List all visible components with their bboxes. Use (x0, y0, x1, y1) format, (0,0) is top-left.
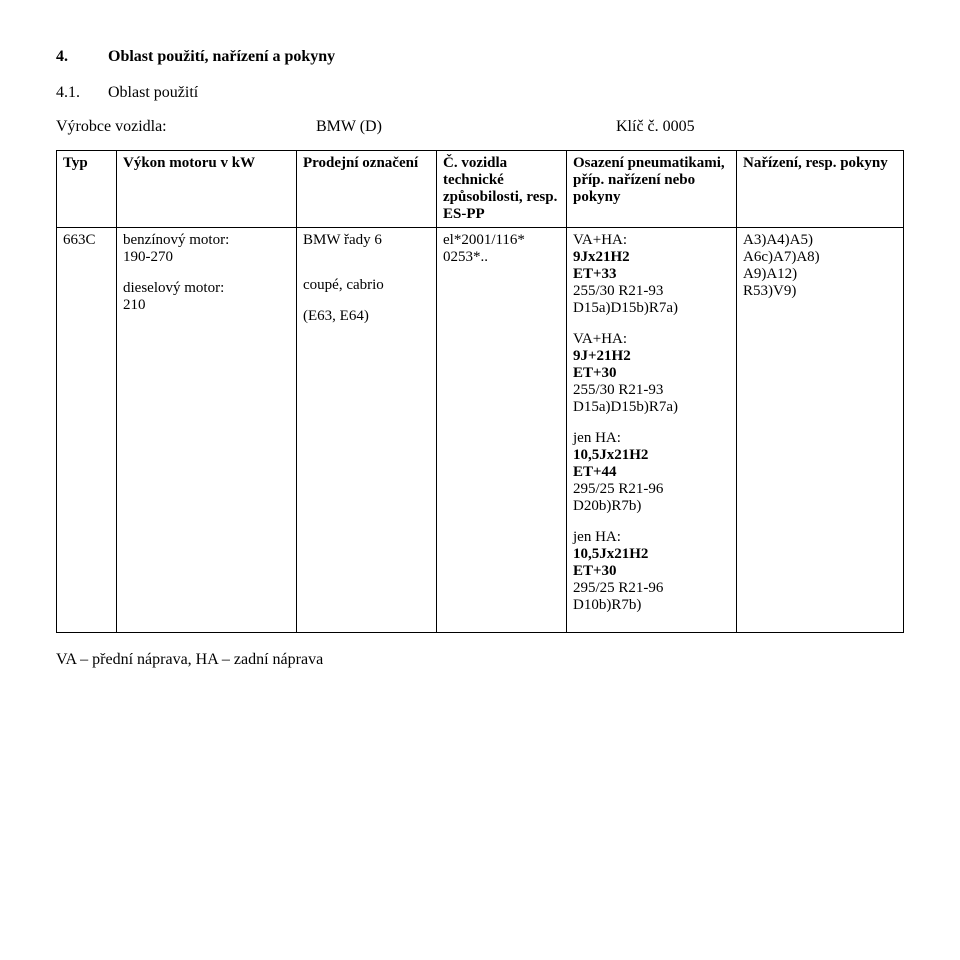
fitment-block: jen HA: 10,5Jx21H2 ET+44 295/25 R21-96 D… (573, 430, 730, 515)
designation-line: (E63, E64) (303, 308, 430, 325)
fitment-line: ET+44 (573, 464, 617, 480)
subsection-title: Oblast použití (108, 84, 198, 101)
col-type: Typ (57, 151, 117, 228)
section-heading: 4. Oblast použití, nařízení a pokyny (56, 48, 904, 66)
fitment-line: D15a)D15b)R7a) (573, 399, 730, 416)
cell-power: benzínový motor: 190-270 dieselový motor… (117, 228, 297, 633)
fitment-line: ET+30 (573, 563, 617, 579)
col-regs: Nařízení, resp. pokyny (737, 151, 904, 228)
fitment-head: VA+HA: (573, 232, 730, 249)
col-fitment: Osazení pneumatikami, příp. nařízení neb… (567, 151, 737, 228)
approval-line: 0253*.. (443, 249, 560, 266)
cell-type: 663C (57, 228, 117, 633)
fitment-line: D15a)D15b)R7a) (573, 300, 730, 317)
fitment-line: 10,5Jx21H2 (573, 546, 648, 562)
fitment-line: D20b)R7b) (573, 498, 730, 515)
fitment-head: VA+HA: (573, 331, 730, 348)
designation-line: coupé, cabrio (303, 277, 430, 294)
cell-fitment: VA+HA: 9Jx21H2 ET+33 255/30 R21-93 D15a)… (567, 228, 737, 633)
col-power: Výkon motoru v kW (117, 151, 297, 228)
cell-approval: el*2001/116* 0253*.. (437, 228, 567, 633)
cell-regs: A3)A4)A5) A6c)A7)A8) A9)A12) R53)V9) (737, 228, 904, 633)
fitment-line: 295/25 R21-96 (573, 580, 730, 597)
approval-line: el*2001/116* (443, 232, 560, 249)
table-header-row: Typ Výkon motoru v kW Prodejní označení … (57, 151, 904, 228)
fitment-block: jen HA: 10,5Jx21H2 ET+30 295/25 R21-96 D… (573, 529, 730, 614)
power-line: benzínový motor: (123, 232, 290, 249)
designation-line: BMW řady 6 (303, 232, 430, 249)
section-number: 4. (56, 48, 104, 66)
subsection-heading: 4.1. Oblast použití (56, 84, 904, 102)
regs-line: A9)A12) (743, 266, 897, 283)
fitment-line: 9J+21H2 (573, 348, 631, 364)
col-designation: Prodejní označení (297, 151, 437, 228)
fitment-line: D10b)R7b) (573, 597, 730, 614)
regs-line: R53)V9) (743, 283, 897, 300)
fitment-line: 295/25 R21-96 (573, 481, 730, 498)
manufacturer-value: BMW (D) (316, 118, 616, 136)
power-line: 210 (123, 297, 290, 314)
fitment-head: jen HA: (573, 430, 730, 447)
footnote: VA – přední náprava, HA – zadní náprava (56, 651, 904, 669)
fitment-head: jen HA: (573, 529, 730, 546)
fitment-line: ET+33 (573, 266, 617, 282)
section-title: Oblast použití, nařízení a pokyny (108, 48, 335, 65)
regs-line: A3)A4)A5) (743, 232, 897, 249)
power-line: 190-270 (123, 249, 290, 266)
fitment-line: 9Jx21H2 (573, 249, 630, 265)
fitment-block: VA+HA: 9J+21H2 ET+30 255/30 R21-93 D15a)… (573, 331, 730, 416)
subsection-number: 4.1. (56, 84, 104, 102)
fitment-block: VA+HA: 9Jx21H2 ET+33 255/30 R21-93 D15a)… (573, 232, 730, 317)
fitment-line: 255/30 R21-93 (573, 283, 730, 300)
spec-table: Typ Výkon motoru v kW Prodejní označení … (56, 150, 904, 633)
power-line: dieselový motor: (123, 280, 290, 297)
col-approval: Č. vozidla technické způsobilosti, resp.… (437, 151, 567, 228)
regs-line: A6c)A7)A8) (743, 249, 897, 266)
manufacturer-label: Výrobce vozidla: (56, 118, 316, 136)
table-row: 663C benzínový motor: 190-270 dieselový … (57, 228, 904, 633)
fitment-line: 10,5Jx21H2 (573, 447, 648, 463)
cell-designation: BMW řady 6 coupé, cabrio (E63, E64) (297, 228, 437, 633)
manufacturer-line: Výrobce vozidla: BMW (D) Klíč č. 0005 (56, 118, 904, 136)
fitment-line: 255/30 R21-93 (573, 382, 730, 399)
manufacturer-key: Klíč č. 0005 (616, 118, 904, 136)
fitment-line: ET+30 (573, 365, 617, 381)
